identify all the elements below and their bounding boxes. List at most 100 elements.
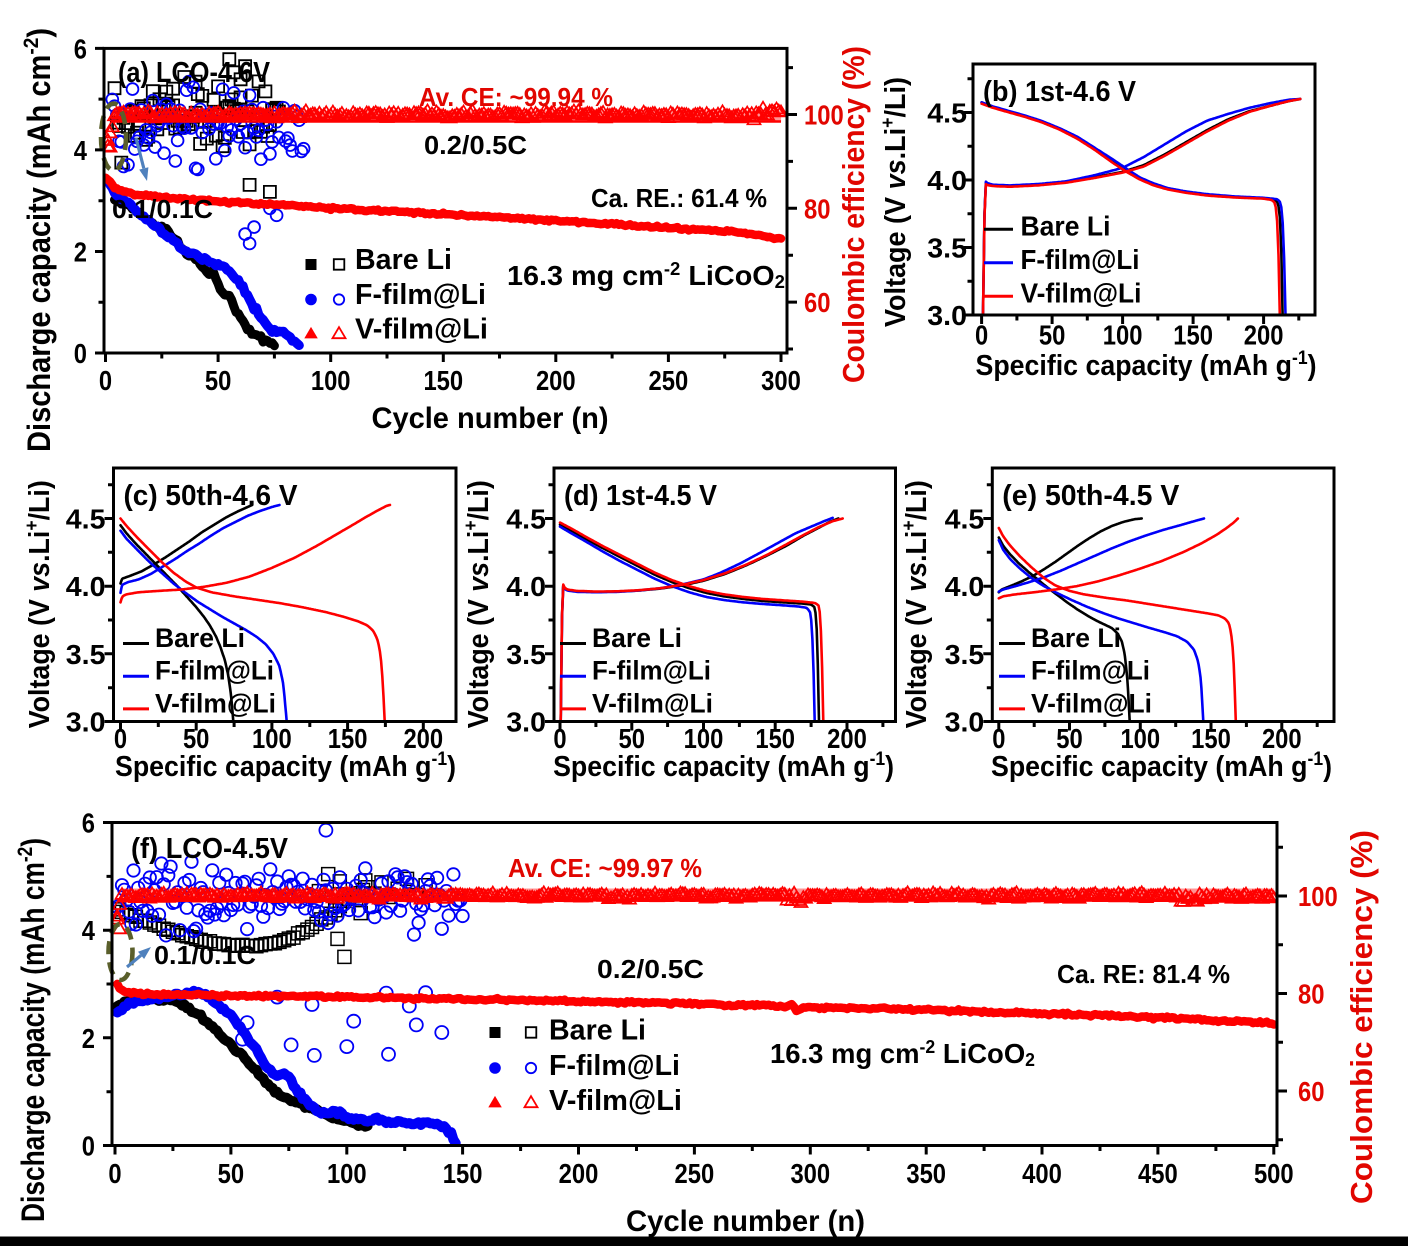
svg-text:4.5: 4.5 — [506, 504, 546, 535]
svg-text:0: 0 — [975, 320, 988, 351]
svg-text:50: 50 — [218, 1158, 245, 1189]
svg-text:4.0: 4.0 — [66, 571, 106, 602]
svg-text:100: 100 — [684, 723, 724, 754]
svg-text:200: 200 — [827, 723, 867, 754]
svg-text:Voltage (V vs.Li+/Li): Voltage (V vs.Li+/Li) — [22, 480, 56, 728]
svg-text:Bare Li: Bare Li — [549, 1015, 646, 1047]
svg-text:F-film@Li: F-film@Li — [1021, 244, 1140, 275]
svg-text:Coulombic efficiency (%): Coulombic efficiency (%) — [1344, 830, 1379, 1204]
svg-text:50: 50 — [205, 365, 232, 396]
svg-text:V-film@Li: V-film@Li — [549, 1085, 682, 1117]
svg-text:(a) LCO-4.6V: (a) LCO-4.6V — [118, 57, 271, 89]
svg-text:F-film@Li: F-film@Li — [549, 1050, 680, 1082]
svg-text:300: 300 — [761, 365, 801, 396]
svg-text:16.3 mg cm-2 LiCoO2: 16.3 mg cm-2 LiCoO2 — [507, 259, 785, 292]
svg-text:100: 100 — [1298, 881, 1338, 912]
svg-text:Av. CE: ~99.94 %: Av. CE: ~99.94 % — [419, 82, 613, 112]
svg-text:Bare Li: Bare Li — [1021, 210, 1111, 241]
svg-text:(d) 1st-4.5 V: (d) 1st-4.5 V — [564, 480, 718, 512]
svg-text:Cycle number (n): Cycle number (n) — [626, 1205, 865, 1238]
svg-text:(e) 50th-4.5 V: (e) 50th-4.5 V — [1002, 480, 1180, 512]
svg-text:3.5: 3.5 — [66, 639, 106, 670]
svg-text:100: 100 — [252, 723, 292, 754]
svg-text:3.0: 3.0 — [927, 300, 967, 331]
svg-text:3.5: 3.5 — [506, 639, 546, 670]
svg-text:3.5: 3.5 — [927, 233, 967, 264]
svg-text:4: 4 — [74, 135, 88, 166]
svg-text:4.0: 4.0 — [945, 571, 985, 602]
svg-text:V-film@Li: V-film@Li — [355, 314, 488, 346]
svg-text:0: 0 — [114, 723, 127, 754]
svg-text:200: 200 — [1262, 723, 1302, 754]
svg-text:150: 150 — [755, 723, 795, 754]
svg-text:2: 2 — [82, 1023, 95, 1054]
svg-text:0.2/0.5C: 0.2/0.5C — [424, 130, 527, 160]
svg-text:(f) LCO-4.5V: (f) LCO-4.5V — [131, 833, 289, 865]
svg-text:150: 150 — [423, 365, 463, 396]
svg-text:50: 50 — [183, 723, 210, 754]
svg-text:400: 400 — [1022, 1158, 1062, 1189]
svg-text:100: 100 — [311, 365, 351, 396]
svg-text:100: 100 — [804, 100, 844, 131]
svg-text:60: 60 — [804, 287, 831, 318]
svg-text:350: 350 — [906, 1158, 946, 1189]
svg-text:Av. CE: ~99.97 %: Av. CE: ~99.97 % — [508, 853, 702, 883]
svg-text:4.5: 4.5 — [927, 98, 967, 129]
svg-text:Discharge capacity (mAh cm-2): Discharge capacity (mAh cm-2) — [14, 838, 51, 1222]
svg-text:0: 0 — [99, 365, 112, 396]
svg-text:100: 100 — [1120, 723, 1160, 754]
svg-text:4: 4 — [82, 915, 96, 946]
svg-text:3.0: 3.0 — [945, 707, 985, 738]
svg-text:150: 150 — [328, 723, 368, 754]
svg-text:Bare Li: Bare Li — [1031, 623, 1121, 653]
svg-text:50: 50 — [619, 723, 646, 754]
svg-text:(b) 1st-4.6 V: (b) 1st-4.6 V — [983, 76, 1137, 108]
svg-text:150: 150 — [443, 1158, 483, 1189]
svg-text:0.1/0.1C: 0.1/0.1C — [112, 194, 213, 224]
svg-text:V-film@Li: V-film@Li — [155, 688, 276, 718]
svg-text:3.5: 3.5 — [945, 639, 985, 670]
svg-text:450: 450 — [1138, 1158, 1178, 1189]
svg-text:Voltage (V vs.Li+/Li): Voltage (V vs.Li+/Li) — [899, 480, 933, 728]
svg-text:80: 80 — [804, 193, 831, 224]
svg-text:4.0: 4.0 — [927, 165, 967, 196]
svg-text:Discharge capacity (mAh cm-2): Discharge capacity (mAh cm-2) — [20, 28, 57, 452]
svg-text:Bare Li: Bare Li — [355, 244, 452, 276]
svg-text:F-film@Li: F-film@Li — [155, 656, 274, 686]
svg-text:3.0: 3.0 — [66, 707, 106, 738]
svg-text:200: 200 — [536, 365, 576, 396]
svg-text:200: 200 — [1244, 320, 1284, 351]
svg-text:Ca. RE.: 61.4 %: Ca. RE.: 61.4 % — [591, 183, 767, 213]
svg-text:0: 0 — [553, 723, 566, 754]
svg-text:V-film@Li: V-film@Li — [1031, 688, 1152, 718]
svg-text:(c) 50th-4.6 V: (c) 50th-4.6 V — [124, 480, 299, 512]
svg-text:0.2/0.5C: 0.2/0.5C — [597, 954, 704, 984]
svg-text:4.0: 4.0 — [506, 571, 546, 602]
svg-text:100: 100 — [1103, 320, 1143, 351]
svg-text:Voltage (V vs.Li+/Li): Voltage (V vs.Li+/Li) — [878, 77, 912, 327]
svg-text:0: 0 — [82, 1131, 95, 1162]
svg-text:6: 6 — [74, 33, 87, 64]
svg-text:150: 150 — [1191, 723, 1231, 754]
svg-text:50: 50 — [1039, 320, 1066, 351]
svg-text:16.3 mg cm-2 LiCoO2: 16.3 mg cm-2 LiCoO2 — [770, 1037, 1035, 1070]
svg-text:2: 2 — [74, 237, 87, 268]
svg-text:200: 200 — [403, 723, 443, 754]
svg-text:Coulombic efficiency (%): Coulombic efficiency (%) — [836, 46, 871, 383]
svg-text:F-film@Li: F-film@Li — [592, 656, 711, 686]
svg-text:Specific capacity (mAh g-1): Specific capacity (mAh g-1) — [553, 749, 894, 783]
svg-text:0.1/0.1C: 0.1/0.1C — [154, 940, 256, 970]
svg-text:F-film@Li: F-film@Li — [355, 279, 486, 311]
svg-text:Specific capacity (mAh g-1): Specific capacity (mAh g-1) — [115, 749, 456, 783]
svg-text:Ca. RE: 81.4 %: Ca. RE: 81.4 % — [1057, 959, 1230, 989]
svg-text:6: 6 — [82, 808, 95, 839]
svg-text:250: 250 — [649, 365, 689, 396]
svg-text:200: 200 — [559, 1158, 599, 1189]
svg-text:V-film@Li: V-film@Li — [592, 688, 713, 718]
svg-text:Bare Li: Bare Li — [592, 623, 682, 653]
svg-text:4.5: 4.5 — [945, 504, 985, 535]
svg-text:Specific capacity (mAh g-1): Specific capacity (mAh g-1) — [991, 749, 1332, 783]
svg-text:60: 60 — [1298, 1076, 1325, 1107]
svg-text:80: 80 — [1298, 979, 1325, 1010]
svg-text:0: 0 — [108, 1158, 121, 1189]
